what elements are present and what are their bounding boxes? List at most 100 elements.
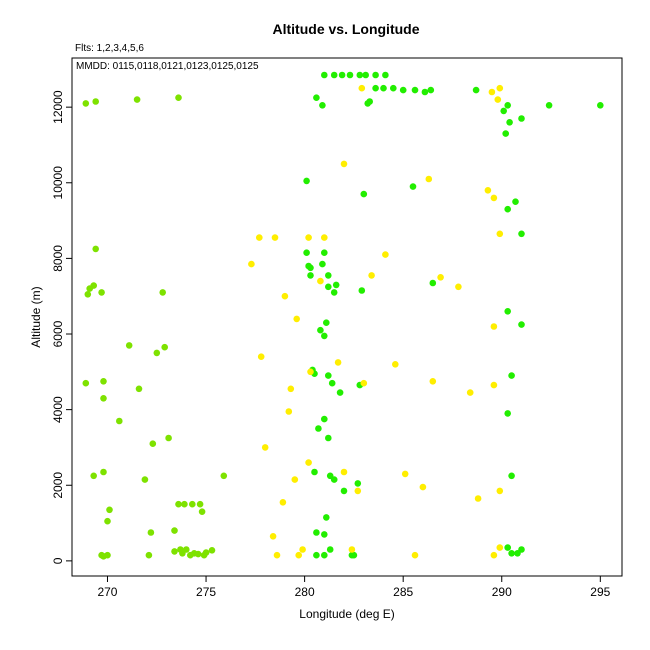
data-point	[502, 130, 510, 137]
data-point	[196, 500, 204, 508]
data-point	[321, 249, 328, 256]
y-axis-label: Altitude (m)	[29, 286, 43, 347]
data-point	[100, 378, 107, 385]
data-point	[354, 480, 362, 487]
data-point	[392, 361, 399, 368]
data-point	[171, 527, 178, 534]
data-point	[411, 551, 419, 559]
data-point	[419, 483, 427, 491]
data-point	[90, 282, 97, 289]
data-point	[220, 472, 228, 480]
data-point	[319, 260, 326, 268]
data-point	[307, 264, 314, 272]
y-tick-label: 6000	[51, 320, 65, 347]
data-point	[279, 499, 287, 506]
data-point	[281, 292, 289, 300]
data-point	[356, 71, 364, 79]
data-point	[401, 470, 409, 478]
chart-annotation: MMDD: 0115,0118,0121,0123,0125,0125	[76, 61, 259, 72]
data-point	[372, 84, 379, 92]
data-point	[141, 476, 149, 483]
data-point	[106, 506, 113, 514]
data-point	[319, 102, 326, 109]
data-point	[496, 84, 504, 92]
data-point	[90, 472, 97, 480]
x-tick-label: 270	[97, 585, 117, 599]
data-points	[82, 71, 604, 560]
data-point	[321, 71, 328, 79]
data-point	[488, 88, 496, 96]
data-point	[313, 94, 320, 101]
data-point	[325, 283, 332, 291]
data-point	[358, 287, 366, 294]
data-point	[354, 487, 362, 495]
data-point	[303, 177, 310, 185]
data-point	[116, 417, 123, 425]
data-point	[494, 96, 502, 103]
data-point	[360, 190, 368, 198]
y-tick-label: 8000	[51, 245, 65, 272]
data-point	[313, 551, 320, 559]
data-point	[504, 205, 512, 213]
data-point	[518, 230, 525, 238]
data-point	[382, 71, 389, 79]
data-point	[248, 260, 255, 268]
x-axis: 270 275 280 285 290 295	[97, 576, 611, 599]
data-point	[490, 323, 498, 330]
data-point	[135, 385, 143, 393]
data-point	[484, 187, 492, 194]
data-point	[202, 549, 210, 556]
data-point	[496, 230, 504, 238]
data-point	[305, 459, 312, 466]
data-point	[271, 234, 279, 241]
x-tick-label: 285	[393, 585, 413, 599]
data-point	[84, 291, 92, 298]
data-point	[455, 283, 462, 291]
data-point	[421, 88, 429, 96]
data-point	[125, 342, 133, 349]
data-point	[508, 550, 515, 557]
data-point	[472, 86, 480, 94]
data-point	[340, 468, 348, 476]
data-point	[187, 551, 194, 559]
data-point	[82, 379, 90, 387]
data-point	[325, 372, 332, 379]
data-point	[317, 326, 324, 334]
data-point	[429, 378, 437, 385]
data-point	[100, 553, 107, 560]
data-point	[161, 343, 168, 351]
data-point	[307, 272, 314, 279]
data-point	[372, 71, 379, 79]
data-point	[311, 468, 318, 476]
data-point	[321, 234, 328, 241]
data-point	[504, 410, 512, 417]
data-point	[321, 415, 328, 423]
data-point	[437, 274, 444, 281]
data-point	[133, 96, 141, 103]
data-point	[323, 514, 330, 521]
data-point	[321, 531, 328, 538]
data-point	[92, 245, 99, 253]
data-point	[545, 102, 553, 109]
data-point	[350, 551, 358, 559]
data-point	[326, 546, 334, 553]
data-point	[92, 98, 99, 105]
data-point	[194, 550, 202, 558]
x-tick-label: 275	[196, 585, 216, 599]
chart-title: Altitude vs. Longitude	[273, 21, 420, 37]
data-point	[425, 175, 433, 183]
data-point	[496, 544, 504, 551]
data-point	[340, 160, 348, 168]
x-tick-label: 290	[492, 585, 512, 599]
data-point	[328, 379, 336, 387]
data-point	[474, 495, 482, 502]
data-point	[380, 84, 387, 92]
data-point	[307, 368, 314, 376]
data-point	[325, 434, 332, 442]
data-point	[189, 500, 196, 508]
data-point	[257, 353, 265, 361]
data-point	[330, 289, 338, 296]
data-point	[518, 546, 525, 553]
data-point	[147, 529, 155, 536]
data-point	[104, 517, 111, 525]
